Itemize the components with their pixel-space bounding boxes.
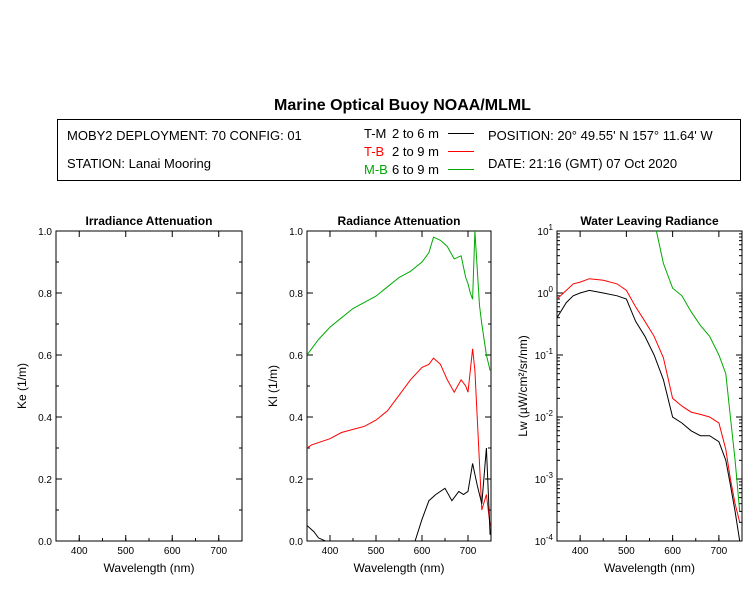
legend-code-t-b: T-B [364, 144, 385, 159]
y-tick-label: 0.6 [38, 351, 52, 362]
x-tick-label: 500 [618, 546, 635, 557]
x-axis-label: Wavelength (nm) [604, 561, 695, 575]
legend-depth-t-b: 2 to 9 m [392, 144, 439, 159]
x-tick-label: 400 [572, 546, 589, 557]
series-line-m-b [655, 231, 741, 512]
y-tick-label: 1.0 [38, 227, 52, 238]
chart-panel-2: Radiance Attenuation Wavelength (nm) Kl (1… [266, 214, 492, 575]
plot-frame [55, 230, 243, 542]
info-box: MOBY2 DEPLOYMENT: 70 CONFIG: 01 STATION:… [57, 119, 741, 181]
legend-line-t-m [448, 133, 474, 134]
series-line-t-b [307, 348, 491, 526]
x-tick-label: 400 [322, 546, 339, 557]
y-axis-label: Kl (1/m) [266, 365, 280, 407]
y-tick-label: 0.8 [289, 289, 303, 300]
date-text: DATE: 21:16 (GMT) 07 Oct 2020 [488, 156, 678, 171]
x-tick-label: 600 [164, 546, 181, 557]
y-tick-label: 0.2 [289, 475, 303, 486]
position-text: POSITION: 20° 49.55' N 157° 11.64' W [488, 128, 713, 143]
legend-code-m-b: M-B [364, 162, 388, 177]
legend-line-m-b [448, 169, 474, 170]
chart-panel-3: Water Leaving Radiance Wavelength (nm) Lw … [516, 214, 743, 575]
x-tick-label: 700 [210, 546, 227, 557]
chart-title: Water Leaving Radiance [580, 214, 719, 228]
x-tick-label: 700 [460, 546, 477, 557]
y-tick-label: 10-4 [535, 533, 554, 548]
legend-code-t-m: T-M [364, 126, 387, 141]
y-axis-label: Ke (1/m) [15, 363, 29, 409]
x-tick-label: 600 [414, 546, 431, 557]
series-line-t-m [307, 447, 491, 541]
page-title: Marine Optical Buoy NOAA/MLML [274, 97, 531, 114]
x-tick-label: 500 [117, 546, 134, 557]
y-tick-label: 0.8 [38, 289, 52, 300]
y-tick-label: 10-3 [535, 471, 554, 486]
series-line-t-b [557, 278, 741, 523]
x-axis-label: Wavelength (nm) [354, 561, 445, 575]
y-tick-label: 0.4 [289, 413, 303, 424]
y-tick-label: 101 [537, 223, 553, 238]
chart-panel-1: Irradiance Attenuation Wavelength (nm) Ke … [15, 214, 243, 575]
x-axis-label: Wavelength (nm) [104, 561, 195, 575]
legend-depth-m-b: 6 to 9 m [392, 162, 439, 177]
chart-title: Radiance Attenuation [338, 214, 461, 228]
station-text: STATION: Lanai Mooring [67, 156, 212, 171]
y-tick-label: 0.6 [289, 351, 303, 362]
legend-line-t-b [448, 151, 474, 152]
deployment-text: MOBY2 DEPLOYMENT: 70 CONFIG: 01 [67, 128, 302, 143]
x-tick-label: 700 [711, 546, 728, 557]
y-tick-label: 0.2 [38, 475, 52, 486]
x-tick-label: 400 [71, 546, 88, 557]
x-tick-label: 500 [368, 546, 385, 557]
series-line-t-m [557, 289, 741, 541]
y-tick-label: 0.4 [38, 413, 52, 424]
y-tick-label: 10-1 [535, 347, 554, 362]
series-line-m-b [307, 231, 491, 371]
y-tick-label: 0.0 [38, 537, 52, 548]
y-axis-label: Lw (µW/cm²/sr/nm) [516, 335, 530, 437]
y-tick-label: 10-2 [535, 409, 554, 424]
x-tick-label: 600 [664, 546, 681, 557]
y-tick-label: 1.0 [289, 227, 303, 238]
y-tick-label: 0.0 [289, 537, 303, 548]
legend-depth-t-m: 2 to 6 m [392, 126, 439, 141]
chart-title: Irradiance Attenuation [86, 214, 213, 228]
y-tick-label: 100 [537, 285, 553, 300]
plot-frame [556, 230, 743, 542]
